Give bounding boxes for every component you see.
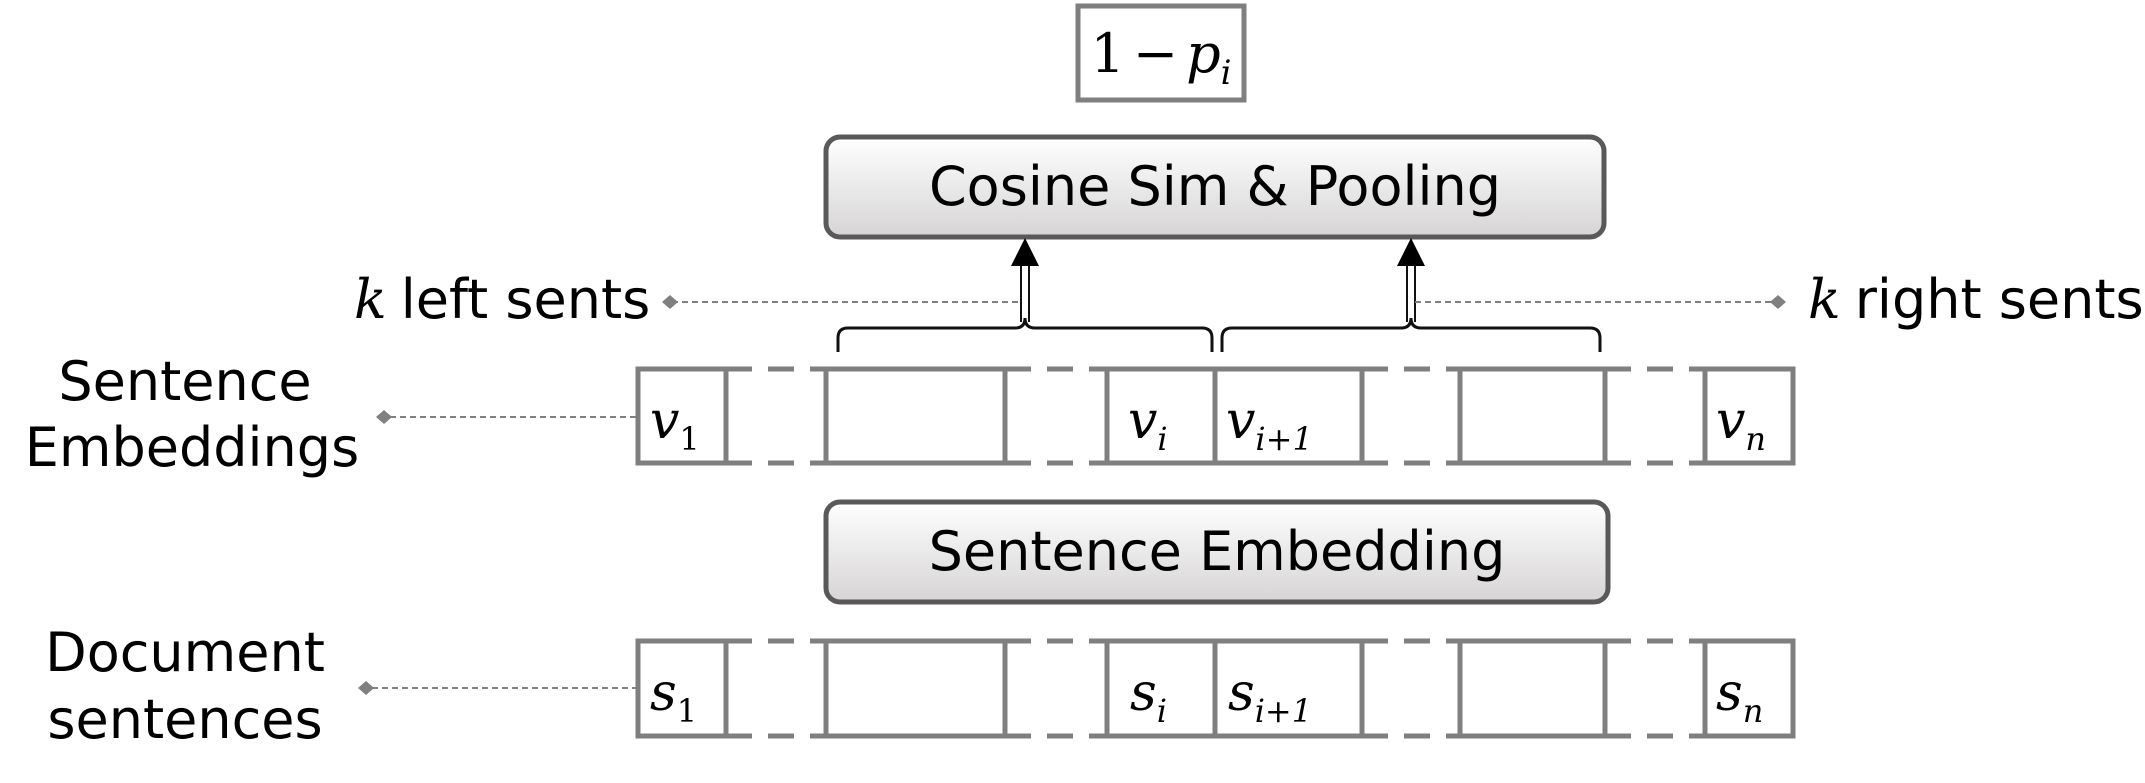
embedding-box-current xyxy=(1104,366,1218,466)
output-op: − xyxy=(1133,22,1178,85)
right-arrow xyxy=(1397,238,1425,322)
sentence-box-right-mid xyxy=(1457,638,1608,739)
output-box: 1− pi xyxy=(1075,3,1247,103)
svg-text:vi: vi xyxy=(1128,391,1168,458)
si-var: s xyxy=(1130,663,1157,723)
v1-sub: 1 xyxy=(679,420,699,458)
vi-var: v xyxy=(1128,391,1157,451)
vi-sub: i xyxy=(1157,420,1167,458)
svg-text:si+1: si+1 xyxy=(1228,663,1312,730)
output-sub: i xyxy=(1221,53,1232,93)
embedding-box-left-mid xyxy=(823,366,1008,466)
si-sub: i xyxy=(1157,692,1167,730)
cosine-sim-pooling-box: Cosine Sim & Pooling xyxy=(823,134,1607,240)
sentence-box-current xyxy=(1104,638,1218,739)
embedding-box-first xyxy=(635,366,729,466)
v1-var: v xyxy=(650,391,679,451)
left-context-label: k left sents xyxy=(354,268,1021,331)
left-brace xyxy=(836,317,1214,352)
s1-var: s xyxy=(650,663,677,723)
left-sents-text: left sents xyxy=(401,268,651,331)
vi1-sub: i+1 xyxy=(1255,420,1312,458)
sentence-box-last xyxy=(1702,638,1796,739)
svg-text:sn: sn xyxy=(1716,663,1763,730)
embedding-box-right-mid xyxy=(1457,366,1608,466)
sentences-row: s1 si si+1 sn xyxy=(635,638,1796,739)
sentence-box-first xyxy=(635,638,729,739)
sentence-embedding-box: Sentence Embedding xyxy=(823,499,1611,605)
right-sents-text: right sents xyxy=(1855,268,2144,331)
svg-text:v1: v1 xyxy=(650,391,700,458)
embeddings-label-line1: Sentence xyxy=(58,350,311,413)
right-context-label: k right sents xyxy=(1415,268,2144,331)
cosine-sim-pooling-label: Cosine Sim & Pooling xyxy=(929,155,1501,218)
sn-var: s xyxy=(1716,663,1743,723)
si1-var: s xyxy=(1228,663,1255,723)
embeddings-row-label: Sentence Embeddings xyxy=(25,350,636,479)
svg-text:vn: vn xyxy=(1716,391,1766,458)
left-arrow xyxy=(1011,238,1039,322)
embeddings-label-line2: Embeddings xyxy=(25,416,359,479)
vn-var: v xyxy=(1716,391,1745,451)
sentences-label-line2: sentences xyxy=(47,688,322,751)
svg-text:vi+1: vi+1 xyxy=(1226,391,1313,458)
output-num: 1 xyxy=(1090,22,1124,85)
svg-text:1−pi: 1− pi xyxy=(1090,22,1231,93)
vn-sub: n xyxy=(1745,420,1766,458)
embedding-box-next xyxy=(1212,366,1365,466)
svg-text:si: si xyxy=(1130,663,1167,730)
sentences-row-label: Document sentences xyxy=(45,621,636,751)
right-k-var: k xyxy=(1808,268,1841,331)
sentence-embedding-label: Sentence Embedding xyxy=(929,520,1506,583)
embedding-box-last xyxy=(1702,366,1796,466)
sn-sub: n xyxy=(1743,692,1764,730)
sentence-box-next xyxy=(1212,638,1365,739)
output-var: p xyxy=(1186,22,1221,85)
sentence-box-left-mid xyxy=(823,638,1008,739)
svg-text:s1: s1 xyxy=(650,663,697,730)
embeddings-row: v1 vi vi+1 vn xyxy=(635,366,1796,466)
vi1-var: v xyxy=(1226,391,1255,451)
sentences-label-line1: Document xyxy=(45,621,325,684)
s1-sub: 1 xyxy=(677,692,697,730)
si1-sub: i+1 xyxy=(1255,692,1312,730)
left-k-var: k xyxy=(354,268,387,331)
right-brace xyxy=(1220,317,1602,352)
